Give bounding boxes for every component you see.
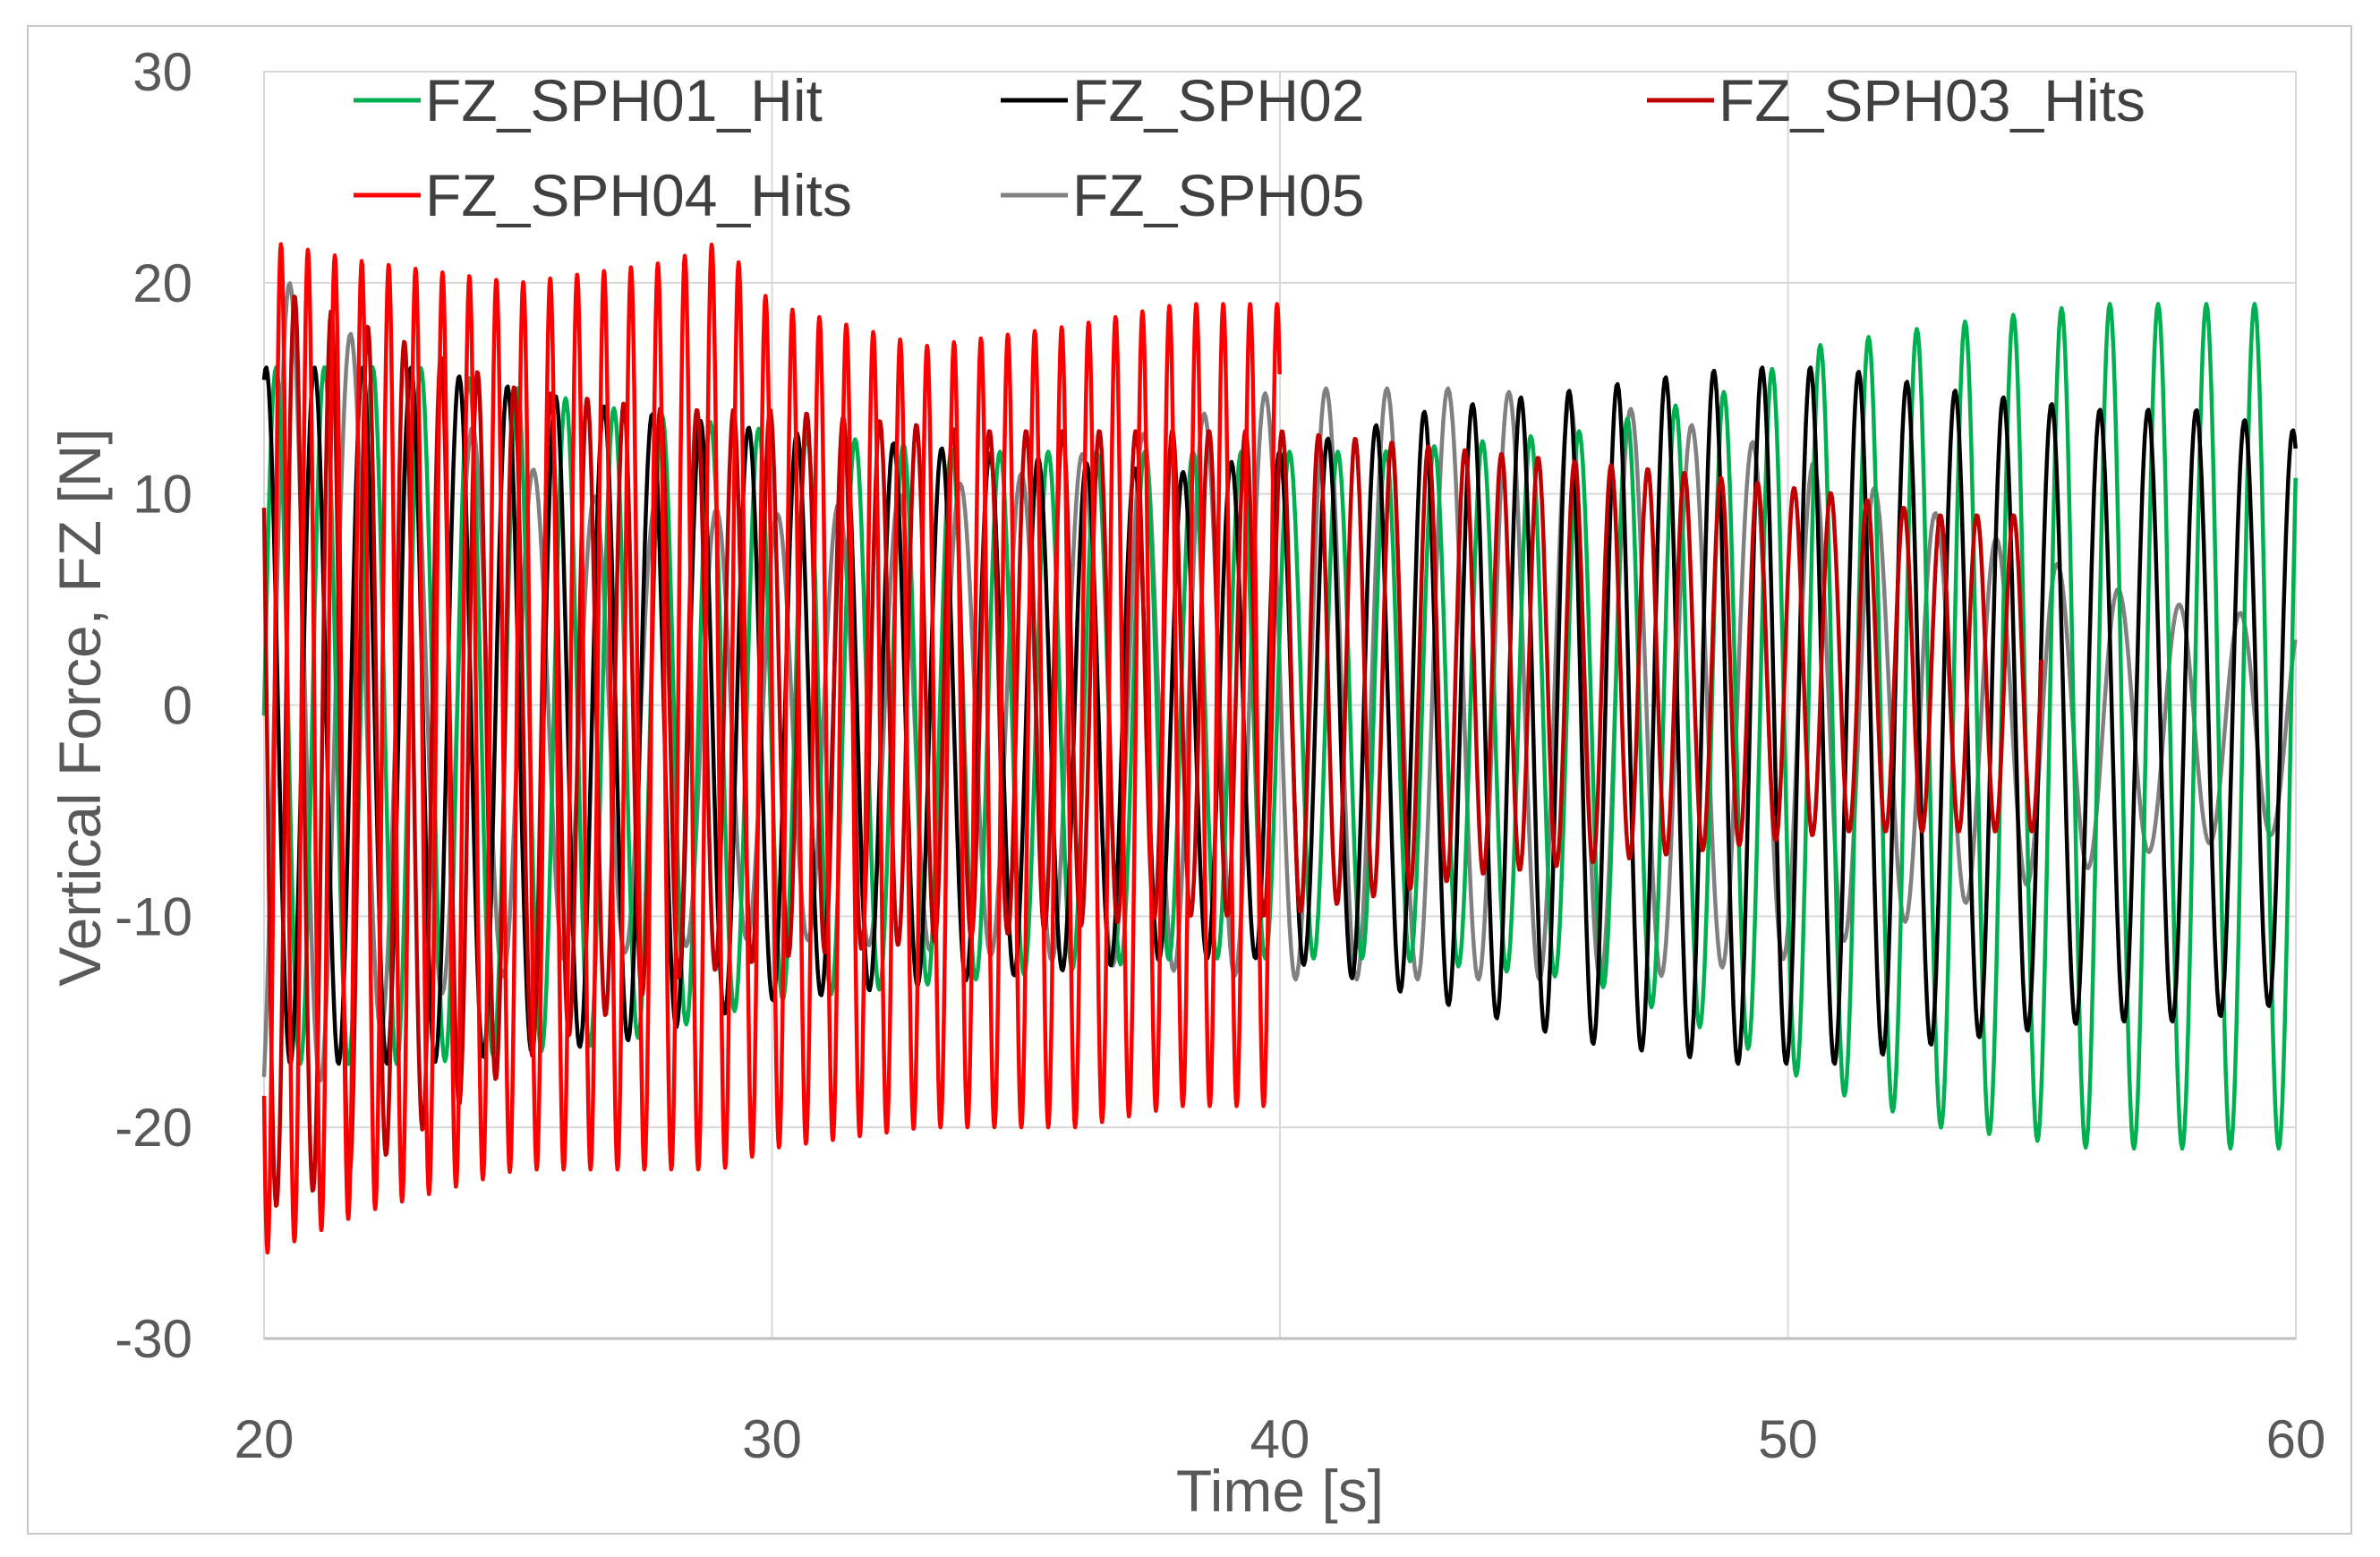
y-tick-label: 20 (132, 253, 192, 313)
x-axis-title: Time [s] (1176, 1458, 1384, 1524)
x-tick-label: 60 (2266, 1409, 2326, 1469)
legend-item: FZ_SPH03_Hits (1647, 67, 2145, 133)
series-line-fz-sph01-hit (261, 302, 2298, 1151)
x-tick-label: 20 (235, 1409, 294, 1469)
legend-label: FZ_SPH02 (1072, 67, 1364, 133)
axes: 30 20 10 0 -10 -20 -30 20 30 40 50 60 (115, 42, 2325, 1469)
y-tick-label: 0 (163, 676, 192, 736)
legend-item: FZ_SPH05 (1001, 162, 1364, 228)
y-tick-label: -10 (115, 886, 192, 946)
series-layer (261, 242, 2298, 1255)
y-tick-label: 10 (132, 465, 192, 525)
legend-label: FZ_SPH05 (1072, 162, 1364, 228)
legend-label: FZ_SPH04_Hits (425, 162, 852, 228)
legend-item: FZ_SPH01_Hit (354, 67, 823, 133)
series-line-fz-sph04-hits (261, 242, 1282, 1255)
legend: FZ_SPH01_Hit FZ_SPH02 FZ_SPH03_Hits FZ_SPH0… (354, 67, 2145, 228)
x-tick-label: 50 (1758, 1409, 1818, 1469)
y-axis-title: Vertical Force, FZ [N] (47, 428, 113, 986)
y-tick-label: 30 (132, 42, 192, 102)
x-tick-label: 40 (1250, 1409, 1310, 1469)
y-tick-label: -30 (115, 1309, 192, 1369)
x-tick-label: 30 (742, 1409, 802, 1469)
legend-label: FZ_SPH03_Hits (1719, 67, 2145, 133)
legend-item: FZ_SPH02 (1001, 67, 1364, 133)
legend-item: FZ_SPH04_Hits (354, 162, 852, 228)
y-tick-label: -20 (115, 1098, 192, 1158)
legend-label: FZ_SPH01_Hit (425, 67, 823, 133)
